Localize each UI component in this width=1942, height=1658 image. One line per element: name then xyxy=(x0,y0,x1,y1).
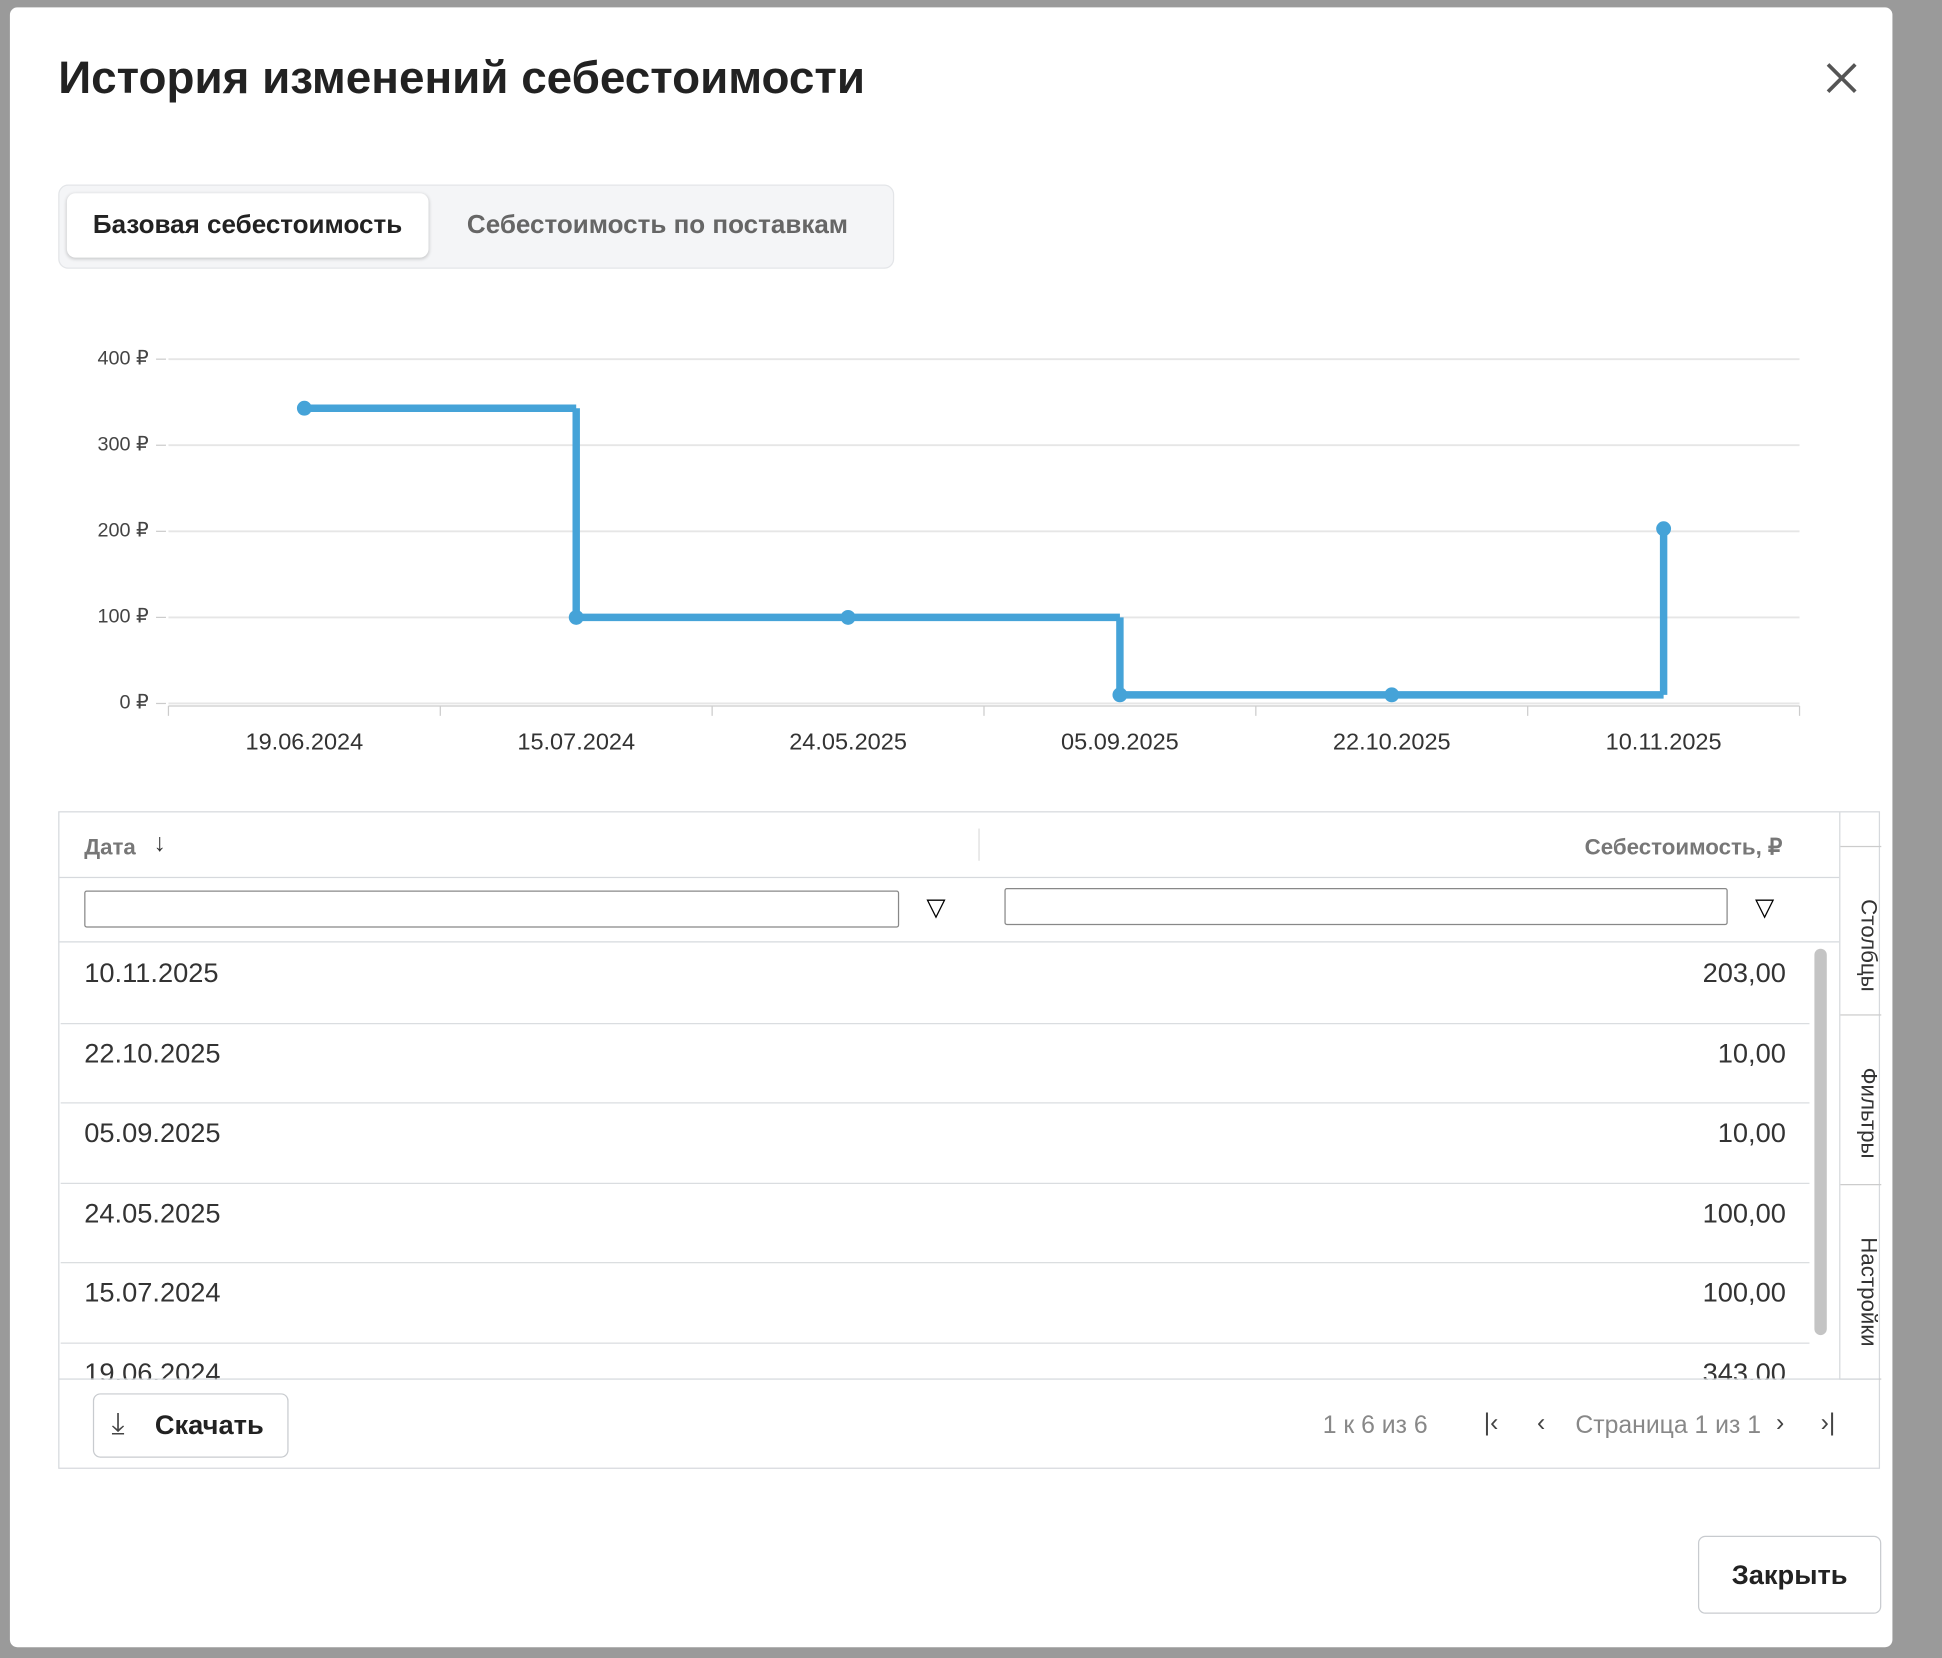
side-tab[interactable]: Настройки xyxy=(1840,1185,1882,1380)
filter-icon[interactable]: ▽ xyxy=(926,894,946,922)
table-row[interactable]: 05.09.2025 10,00 xyxy=(60,1102,1810,1184)
table-row[interactable]: 15.07.2024 100,00 xyxy=(60,1262,1810,1344)
table-cell: 22.10.2025 xyxy=(84,1037,221,1069)
table-cell: 24.05.2025 xyxy=(84,1197,221,1228)
point xyxy=(1112,687,1128,703)
y-tick-label: 300 ₽ xyxy=(97,433,149,455)
table-cell: 10,00 xyxy=(1717,1117,1786,1149)
prev-page[interactable]: ‹ xyxy=(1536,1409,1546,1437)
tab[interactable]: Базовая себестоимость xyxy=(66,193,429,258)
y-tick-label: 0 ₽ xyxy=(120,692,150,714)
page-info: Страница 1 из 1 xyxy=(1575,1411,1762,1440)
sort-icon: ↓ xyxy=(153,829,166,858)
column-header[interactable]: Дата xyxy=(84,834,136,860)
side-tab[interactable]: Столбцы xyxy=(1840,845,1882,1016)
table: Дата ↓ Себестоимость, ₽ ▽ ▽ 10.11.2025 20… xyxy=(58,811,1882,1469)
tab-bar: Базовая себестоимость Себестоимость по п… xyxy=(58,184,895,269)
table-row[interactable]: 19.06.2024 343,00 xyxy=(61,1342,1810,1380)
date-filter[interactable] xyxy=(84,890,900,928)
x-tick-label: 05.09.2025 xyxy=(1061,728,1179,754)
button-label: Скачать xyxy=(154,1409,264,1441)
first-page[interactable]: |‹ xyxy=(1483,1409,1499,1437)
x-tick-label: 15.07.2024 xyxy=(517,728,635,754)
table-cell: 15.07.2024 xyxy=(84,1276,221,1308)
tab[interactable]: Себестоимость по поставкам xyxy=(466,210,849,240)
value-filter[interactable] xyxy=(1004,888,1728,926)
table-cell: 19.06.2024 xyxy=(84,1356,221,1380)
button-label: Закрыть xyxy=(1731,1559,1848,1591)
column-header[interactable]: Себестоимость, ₽ xyxy=(1584,834,1783,860)
x-tick-label: 24.05.2025 xyxy=(789,728,907,754)
x-tick-label: 22.10.2025 xyxy=(1333,728,1451,754)
dialog xyxy=(9,7,1893,1648)
point xyxy=(1384,687,1400,703)
table-cell: 05.09.2025 xyxy=(84,1117,221,1149)
table-body: 10.11.2025 203,00 22.10.2025 10,00 05.09.202… xyxy=(59,942,1839,1380)
close-icon[interactable] xyxy=(1823,59,1860,99)
table-cell: 10.11.2025 xyxy=(84,957,219,989)
divider xyxy=(59,1378,1879,1380)
table-row[interactable]: 10.11.2025 203,00 xyxy=(60,942,1810,1024)
dialog-title: История изменений себестоимости xyxy=(58,52,866,103)
point xyxy=(568,609,584,625)
close-button[interactable]: Закрыть xyxy=(1697,1535,1882,1614)
divider xyxy=(59,941,1840,943)
divider xyxy=(1839,812,1841,1380)
table-cell: 100,00 xyxy=(1702,1197,1786,1228)
table-cell: 203,00 xyxy=(1702,957,1786,989)
point xyxy=(1656,521,1672,537)
point xyxy=(840,609,856,625)
side-tab[interactable]: Фильтры xyxy=(1840,1016,1882,1186)
download-icon: ⤓ xyxy=(111,1406,125,1441)
x-tick-label: 19.06.2024 xyxy=(246,728,364,754)
table-row[interactable]: 24.05.2025 100,00 xyxy=(60,1182,1810,1264)
divider xyxy=(978,828,980,861)
row-range: 1 к 6 из 6 xyxy=(1322,1411,1428,1440)
y-tick-label: 200 ₽ xyxy=(97,520,149,542)
table-cell: 343,00 xyxy=(1702,1356,1786,1380)
table-row[interactable]: 22.10.2025 10,00 xyxy=(60,1022,1810,1104)
y-tick-label: 400 ₽ xyxy=(97,347,149,369)
last-page[interactable]: ›| xyxy=(1820,1409,1836,1437)
table-cell: 10,00 xyxy=(1717,1037,1786,1069)
x-tick-label: 10.11.2025 xyxy=(1606,728,1722,754)
header-row xyxy=(59,812,1840,879)
point xyxy=(296,400,312,416)
scrollbar[interactable] xyxy=(1814,948,1827,1336)
table-cell: 100,00 xyxy=(1702,1276,1786,1308)
y-tick-label: 100 ₽ xyxy=(97,606,149,628)
next-page[interactable]: › xyxy=(1776,1409,1785,1437)
chart: 0 ₽ 100 ₽ 200 ₽ 300 ₽ 400 ₽ 19.06.2024 15.07.2… xyxy=(97,347,1801,754)
filter-icon[interactable]: ▽ xyxy=(1754,894,1775,922)
download-button[interactable]: Скачать xyxy=(92,1393,289,1458)
